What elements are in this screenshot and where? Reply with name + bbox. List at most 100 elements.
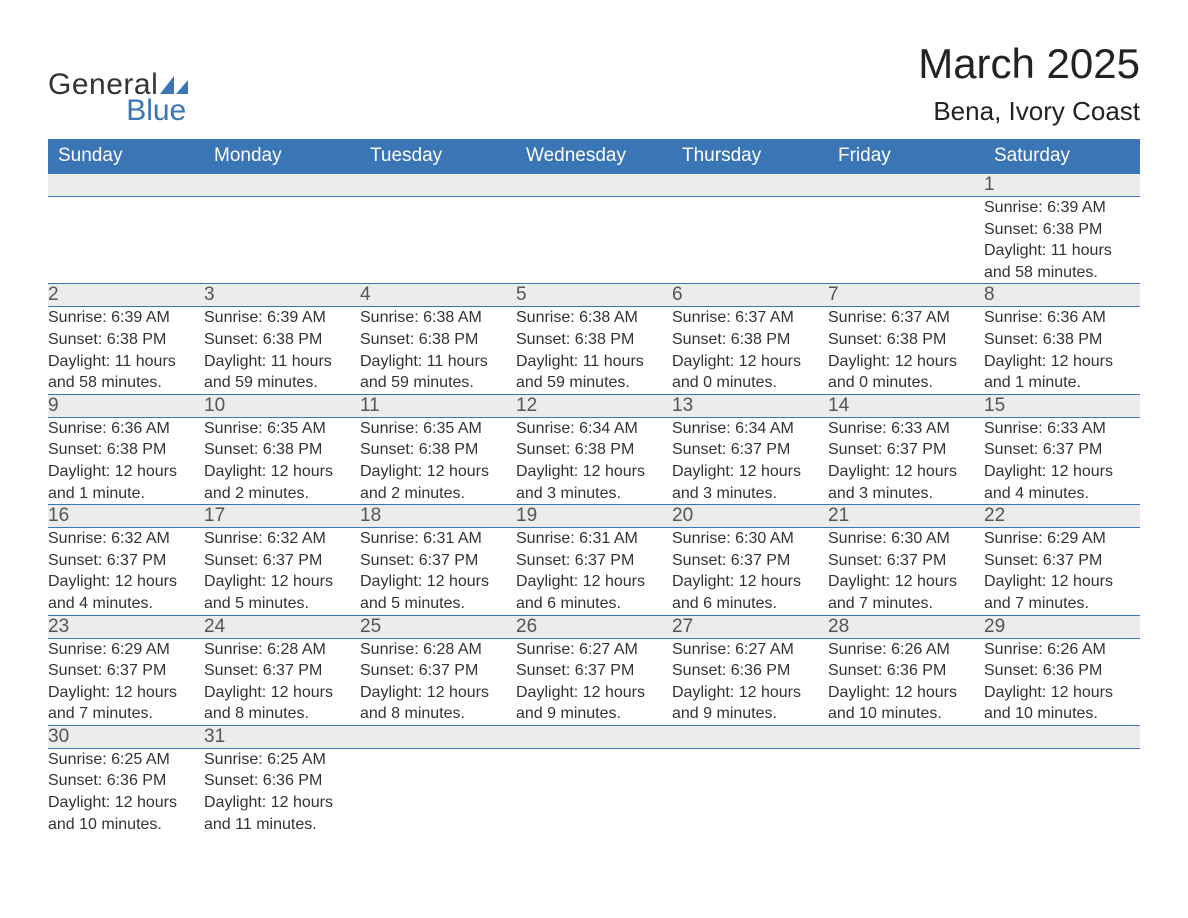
sunset-text: Sunset: 6:37 PM: [360, 660, 516, 682]
day-detail-cell: [672, 197, 828, 284]
day-detail-cell: Sunrise: 6:38 AMSunset: 6:38 PMDaylight:…: [360, 307, 516, 394]
day-detail-cell: Sunrise: 6:29 AMSunset: 6:37 PMDaylight:…: [48, 638, 204, 725]
day-number-cell: 21: [828, 505, 984, 528]
day-number-cell: 16: [48, 505, 204, 528]
day-number-cell: [516, 725, 672, 748]
daylight-text: Daylight: 12 hours and 8 minutes.: [360, 682, 516, 725]
day-detail-cell: Sunrise: 6:36 AMSunset: 6:38 PMDaylight:…: [48, 417, 204, 504]
day-number-cell: 11: [360, 394, 516, 417]
detail-row: Sunrise: 6:32 AMSunset: 6:37 PMDaylight:…: [48, 528, 1140, 615]
day-detail-cell: Sunrise: 6:33 AMSunset: 6:37 PMDaylight:…: [828, 417, 984, 504]
day-detail-cell: [48, 197, 204, 284]
day-number-cell: 27: [672, 615, 828, 638]
calendar-table: Sunday Monday Tuesday Wednesday Thursday…: [48, 139, 1140, 835]
daylight-text: Daylight: 12 hours and 4 minutes.: [48, 571, 204, 614]
day-number-cell: [204, 174, 360, 197]
daylight-text: Daylight: 12 hours and 2 minutes.: [360, 461, 516, 504]
daylight-text: Daylight: 12 hours and 10 minutes.: [828, 682, 984, 725]
sunset-text: Sunset: 6:37 PM: [672, 439, 828, 461]
daylight-text: Daylight: 12 hours and 1 minute.: [984, 351, 1140, 394]
day-detail-cell: [360, 748, 516, 835]
day-detail-cell: Sunrise: 6:31 AMSunset: 6:37 PMDaylight:…: [516, 528, 672, 615]
daylight-text: Daylight: 12 hours and 10 minutes.: [48, 792, 204, 835]
day-detail-cell: Sunrise: 6:29 AMSunset: 6:37 PMDaylight:…: [984, 528, 1140, 615]
weekday-header: Saturday: [984, 139, 1140, 174]
sunrise-text: Sunrise: 6:31 AM: [516, 528, 672, 550]
sunset-text: Sunset: 6:36 PM: [984, 660, 1140, 682]
sunrise-text: Sunrise: 6:37 AM: [672, 307, 828, 329]
sunrise-text: Sunrise: 6:38 AM: [516, 307, 672, 329]
daynum-row: 9101112131415: [48, 394, 1140, 417]
calendar-body: 1 Sunrise: 6:39 AMSunset: 6:38 PMDayligh…: [48, 174, 1140, 836]
day-detail-cell: [828, 748, 984, 835]
day-number-cell: 14: [828, 394, 984, 417]
day-detail-cell: Sunrise: 6:34 AMSunset: 6:37 PMDaylight:…: [672, 417, 828, 504]
sunrise-text: Sunrise: 6:38 AM: [360, 307, 516, 329]
day-number-cell: [48, 174, 204, 197]
day-detail-cell: Sunrise: 6:27 AMSunset: 6:36 PMDaylight:…: [672, 638, 828, 725]
day-number-cell: 4: [360, 284, 516, 307]
day-number-cell: 29: [984, 615, 1140, 638]
logo: General Blue: [48, 70, 188, 126]
daylight-text: Daylight: 12 hours and 3 minutes.: [516, 461, 672, 504]
sunrise-text: Sunrise: 6:33 AM: [828, 418, 984, 440]
sunrise-text: Sunrise: 6:39 AM: [204, 307, 360, 329]
day-number-cell: 5: [516, 284, 672, 307]
sunset-text: Sunset: 6:38 PM: [516, 329, 672, 351]
sunrise-text: Sunrise: 6:36 AM: [984, 307, 1140, 329]
day-detail-cell: Sunrise: 6:31 AMSunset: 6:37 PMDaylight:…: [360, 528, 516, 615]
sunset-text: Sunset: 6:37 PM: [984, 439, 1140, 461]
daylight-text: Daylight: 12 hours and 5 minutes.: [360, 571, 516, 614]
day-number-cell: 28: [828, 615, 984, 638]
daylight-text: Daylight: 11 hours and 58 minutes.: [984, 240, 1140, 283]
sunrise-text: Sunrise: 6:32 AM: [48, 528, 204, 550]
weekday-header: Friday: [828, 139, 984, 174]
sunset-text: Sunset: 6:38 PM: [360, 329, 516, 351]
sunset-text: Sunset: 6:38 PM: [984, 219, 1140, 241]
day-number-cell: 22: [984, 505, 1140, 528]
daylight-text: Daylight: 12 hours and 9 minutes.: [672, 682, 828, 725]
day-detail-cell: Sunrise: 6:38 AMSunset: 6:38 PMDaylight:…: [516, 307, 672, 394]
weekday-header: Wednesday: [516, 139, 672, 174]
day-number-cell: 10: [204, 394, 360, 417]
weekday-header-row: Sunday Monday Tuesday Wednesday Thursday…: [48, 139, 1140, 174]
day-detail-cell: Sunrise: 6:28 AMSunset: 6:37 PMDaylight:…: [360, 638, 516, 725]
sunset-text: Sunset: 6:37 PM: [360, 550, 516, 572]
header: General Blue March 2025 Bena, Ivory Coas…: [48, 40, 1140, 127]
daylight-text: Daylight: 12 hours and 7 minutes.: [828, 571, 984, 614]
daylight-text: Daylight: 12 hours and 4 minutes.: [984, 461, 1140, 504]
day-detail-cell: Sunrise: 6:30 AMSunset: 6:37 PMDaylight:…: [672, 528, 828, 615]
daylight-text: Daylight: 12 hours and 3 minutes.: [828, 461, 984, 504]
sunrise-text: Sunrise: 6:29 AM: [984, 528, 1140, 550]
sunrise-text: Sunrise: 6:29 AM: [48, 639, 204, 661]
day-detail-cell: Sunrise: 6:32 AMSunset: 6:37 PMDaylight:…: [204, 528, 360, 615]
sunset-text: Sunset: 6:37 PM: [48, 660, 204, 682]
daylight-text: Daylight: 12 hours and 3 minutes.: [672, 461, 828, 504]
day-number-cell: 20: [672, 505, 828, 528]
weekday-header: Tuesday: [360, 139, 516, 174]
daylight-text: Daylight: 11 hours and 59 minutes.: [360, 351, 516, 394]
sunset-text: Sunset: 6:36 PM: [204, 770, 360, 792]
day-number-cell: 31: [204, 725, 360, 748]
day-detail-cell: Sunrise: 6:35 AMSunset: 6:38 PMDaylight:…: [204, 417, 360, 504]
day-detail-cell: [672, 748, 828, 835]
day-detail-cell: Sunrise: 6:26 AMSunset: 6:36 PMDaylight:…: [984, 638, 1140, 725]
day-detail-cell: Sunrise: 6:34 AMSunset: 6:38 PMDaylight:…: [516, 417, 672, 504]
day-number-cell: 23: [48, 615, 204, 638]
day-detail-cell: Sunrise: 6:39 AMSunset: 6:38 PMDaylight:…: [984, 197, 1140, 284]
sunrise-text: Sunrise: 6:26 AM: [828, 639, 984, 661]
day-detail-cell: [828, 197, 984, 284]
day-detail-cell: [516, 197, 672, 284]
daylight-text: Daylight: 12 hours and 9 minutes.: [516, 682, 672, 725]
day-detail-cell: Sunrise: 6:39 AMSunset: 6:38 PMDaylight:…: [204, 307, 360, 394]
sunrise-text: Sunrise: 6:32 AM: [204, 528, 360, 550]
day-number-cell: 25: [360, 615, 516, 638]
sunset-text: Sunset: 6:37 PM: [48, 550, 204, 572]
daylight-text: Daylight: 11 hours and 59 minutes.: [516, 351, 672, 394]
day-number-cell: [984, 725, 1140, 748]
sunset-text: Sunset: 6:38 PM: [984, 329, 1140, 351]
detail-row: Sunrise: 6:36 AMSunset: 6:38 PMDaylight:…: [48, 417, 1140, 504]
daylight-text: Daylight: 12 hours and 8 minutes.: [204, 682, 360, 725]
daynum-row: 23242526272829: [48, 615, 1140, 638]
day-number-cell: 13: [672, 394, 828, 417]
